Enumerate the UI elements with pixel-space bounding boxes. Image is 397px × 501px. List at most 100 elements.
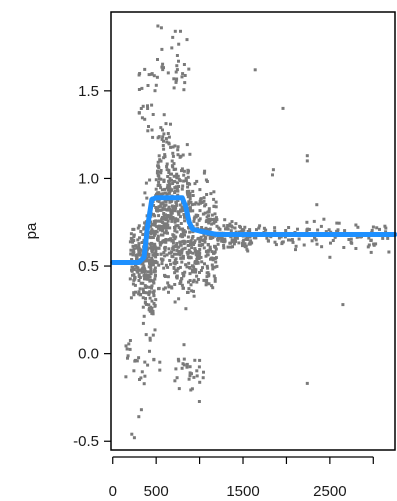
data-point xyxy=(366,245,370,249)
data-point xyxy=(156,234,160,238)
data-point xyxy=(173,262,177,266)
data-point xyxy=(194,201,198,205)
data-point xyxy=(191,194,195,197)
data-point xyxy=(146,107,150,110)
data-point xyxy=(180,235,184,239)
data-point xyxy=(234,222,238,226)
data-point xyxy=(171,241,175,245)
data-point-outlier xyxy=(130,432,134,436)
data-point xyxy=(179,243,183,247)
data-point xyxy=(167,168,171,172)
data-point xyxy=(147,255,151,259)
data-point xyxy=(168,189,172,193)
data-point xyxy=(178,203,182,207)
data-point xyxy=(175,274,179,278)
data-point xyxy=(173,209,177,213)
data-point xyxy=(187,280,190,284)
data-point xyxy=(163,204,167,208)
data-point xyxy=(141,287,145,291)
data-point xyxy=(217,237,221,241)
data-point xyxy=(209,234,213,238)
data-point xyxy=(241,240,245,243)
data-point xyxy=(307,228,311,231)
data-point xyxy=(144,286,148,289)
data-point xyxy=(160,47,164,51)
data-point xyxy=(165,186,169,190)
data-point xyxy=(183,215,186,219)
data-point xyxy=(147,265,151,269)
data-point xyxy=(140,116,144,120)
data-point xyxy=(174,235,178,239)
data-point xyxy=(249,239,253,243)
data-point xyxy=(217,226,221,230)
data-point xyxy=(329,241,332,245)
data-point xyxy=(160,217,164,221)
data-point xyxy=(314,238,318,242)
data-point xyxy=(179,222,183,225)
data-point xyxy=(162,139,165,143)
data-point xyxy=(183,233,186,237)
data-point xyxy=(223,218,227,222)
data-point xyxy=(156,209,159,213)
data-point xyxy=(190,241,194,245)
data-point xyxy=(154,187,158,191)
data-point xyxy=(166,231,169,235)
data-point xyxy=(154,178,158,182)
data-point xyxy=(138,236,141,240)
data-point xyxy=(177,297,181,301)
data-point xyxy=(370,228,374,232)
data-point xyxy=(162,113,166,117)
data-point xyxy=(124,375,128,379)
data-point xyxy=(165,165,169,168)
data-point xyxy=(162,214,166,218)
data-point xyxy=(143,67,147,71)
data-point xyxy=(143,268,147,272)
data-point xyxy=(162,287,166,291)
data-point xyxy=(176,153,180,157)
data-point xyxy=(197,400,201,403)
data-point xyxy=(142,314,146,318)
data-point xyxy=(204,250,208,254)
data-point xyxy=(177,245,181,249)
data-point xyxy=(222,224,226,228)
data-point xyxy=(151,113,155,116)
data-point xyxy=(176,267,180,270)
y-tick-label: 1.5 xyxy=(78,83,99,100)
data-point xyxy=(152,281,156,285)
data-point xyxy=(195,251,199,255)
data-point xyxy=(210,222,214,226)
data-point xyxy=(171,216,175,219)
data-point xyxy=(188,266,192,270)
data-point xyxy=(176,357,180,361)
data-point xyxy=(152,204,156,207)
data-point-outlier xyxy=(132,436,136,440)
data-point xyxy=(163,286,167,290)
data-point xyxy=(150,228,154,232)
data-point xyxy=(143,360,147,364)
data-point xyxy=(143,374,147,378)
data-point xyxy=(137,273,141,277)
data-point xyxy=(152,289,156,293)
data-point xyxy=(129,232,133,236)
data-point xyxy=(155,230,159,234)
data-point xyxy=(183,74,187,77)
data-point xyxy=(182,363,186,367)
data-point xyxy=(375,226,379,230)
data-point xyxy=(143,284,147,288)
data-point xyxy=(157,246,161,250)
data-point xyxy=(147,293,151,296)
data-point xyxy=(153,304,157,308)
data-point xyxy=(188,272,192,276)
data-point xyxy=(183,246,187,250)
data-point xyxy=(175,54,179,57)
data-point xyxy=(160,65,164,69)
data-point xyxy=(129,248,133,252)
data-point xyxy=(147,308,151,312)
data-point xyxy=(210,263,214,267)
data-point xyxy=(207,210,211,214)
data-point xyxy=(166,175,170,178)
data-point xyxy=(152,302,156,305)
data-point xyxy=(159,192,163,196)
axes: -0.5 0.0 0.5 1.0 1.5 0 500 1500 2500 xyxy=(73,11,396,500)
data-point xyxy=(161,62,165,66)
